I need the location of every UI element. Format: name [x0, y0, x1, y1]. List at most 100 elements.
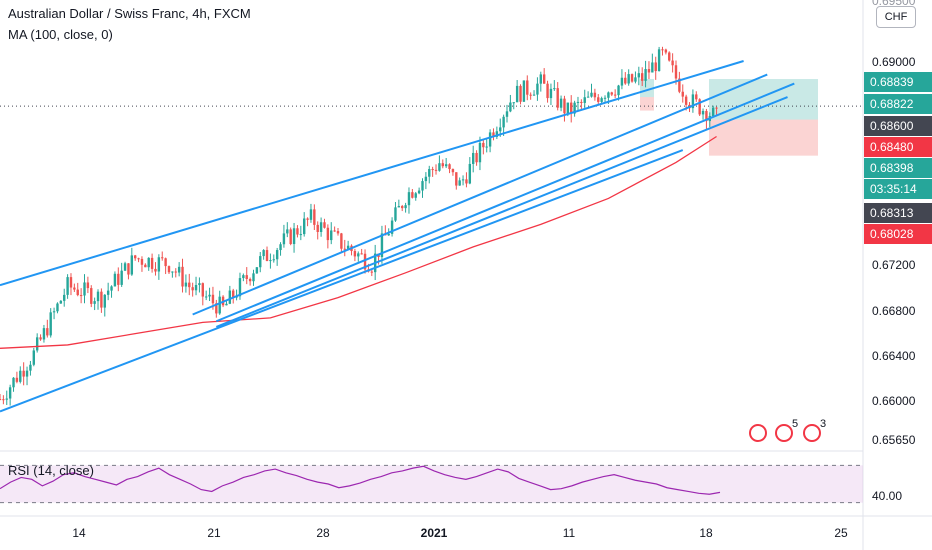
- profit-zone: [709, 79, 818, 120]
- candle-body: [269, 260, 272, 262]
- y-tick-partial: 0.69500: [872, 0, 916, 8]
- rsi-legend[interactable]: RSI (14, close): [8, 463, 94, 478]
- candle-body: [323, 222, 326, 228]
- channel-lines[interactable]: [0, 60, 795, 413]
- candle-body: [8, 387, 12, 399]
- candle-body: [478, 142, 482, 163]
- candle-body: [134, 255, 137, 259]
- x-tick: 28: [316, 526, 330, 540]
- candle-body: [66, 277, 69, 295]
- loss-zone: [709, 119, 818, 156]
- candle-body: [637, 73, 641, 78]
- candle-body: [191, 287, 194, 291]
- candle-body: [468, 163, 472, 184]
- candle-body: [117, 273, 120, 285]
- x-tick: 2021: [420, 526, 448, 540]
- candle-body: [387, 233, 390, 236]
- candle-body: [674, 65, 678, 79]
- candle-body: [570, 102, 573, 114]
- candle-body: [529, 94, 532, 96]
- candle-body: [455, 172, 458, 186]
- candle-body: [580, 101, 583, 103]
- candle-body: [556, 88, 559, 108]
- candle-body: [167, 266, 171, 273]
- candle-body: [228, 290, 232, 304]
- candle-body: [539, 74, 542, 84]
- candle-body: [299, 234, 303, 236]
- candle-body: [79, 295, 83, 297]
- candle-body: [306, 218, 309, 220]
- candle-body: [461, 179, 465, 181]
- candle-body: [586, 96, 590, 98]
- candle-body: [208, 294, 211, 297]
- candle-body: [157, 257, 161, 272]
- rsi-band: [0, 465, 863, 503]
- candle-body: [90, 288, 93, 304]
- candle-body: [641, 73, 644, 81]
- candle-body: [597, 97, 600, 102]
- candle-body: [624, 77, 627, 84]
- candle-body: [282, 233, 286, 245]
- candle-body: [103, 294, 106, 308]
- candle-body: [275, 250, 279, 260]
- candle-body: [695, 94, 698, 100]
- badge-count: 5: [792, 418, 799, 430]
- candle-body: [63, 294, 66, 301]
- candle-body: [357, 253, 360, 257]
- y-tick: 0.66000: [872, 394, 916, 408]
- badge-count: 3: [820, 418, 827, 430]
- candle-body: [248, 279, 252, 282]
- profit-zone: [640, 79, 654, 98]
- position-zones: [0, 79, 863, 156]
- candle-body: [86, 282, 90, 289]
- candle-body: [161, 257, 164, 259]
- x-tick: 21: [207, 526, 221, 540]
- candle-body: [154, 268, 157, 272]
- candle-body: [326, 227, 330, 241]
- candle-body: [177, 266, 181, 273]
- x-tick: 14: [72, 526, 86, 540]
- candle-body: [93, 301, 96, 304]
- candle-body: [262, 250, 265, 257]
- candle-body: [559, 98, 563, 108]
- candle-body: [242, 275, 245, 279]
- candle-body: [194, 285, 198, 291]
- candle-body: [610, 92, 613, 95]
- event-badges[interactable]: [749, 424, 821, 442]
- candle-body: [346, 245, 350, 249]
- candle-body: [492, 132, 495, 137]
- candle-body: [553, 88, 556, 90]
- candle-body: [330, 230, 333, 241]
- candle-body: [519, 85, 522, 102]
- y-tick: 0.66800: [872, 304, 916, 318]
- candle-body: [657, 49, 661, 72]
- trend-line: [215, 96, 788, 328]
- ma-legend[interactable]: MA (100, close, 0): [8, 27, 113, 42]
- candle-body: [549, 88, 553, 99]
- currency-button[interactable]: CHF: [876, 6, 916, 28]
- candle-body: [188, 282, 191, 288]
- candle-body: [593, 92, 597, 98]
- candle-body: [711, 107, 715, 117]
- price-tag: 0.68480: [864, 137, 932, 157]
- candle-body: [600, 98, 603, 102]
- candle-body: [73, 287, 76, 290]
- y-tick: 0.69000: [872, 55, 916, 69]
- candle-body: [536, 83, 539, 95]
- candle-body: [603, 97, 607, 99]
- candle-body: [411, 192, 414, 198]
- candle-body: [110, 286, 113, 291]
- candle-body: [150, 257, 154, 269]
- candle-body: [2, 399, 5, 401]
- candle-body: [607, 92, 610, 98]
- candle-body: [69, 277, 73, 288]
- candle-body: [698, 99, 701, 115]
- candle-body: [644, 69, 647, 81]
- candle-body: [522, 80, 526, 102]
- candle-body: [272, 259, 275, 261]
- candle-body: [397, 206, 401, 208]
- candle-body: [147, 257, 150, 268]
- candle-body: [198, 283, 201, 286]
- candle-body: [245, 275, 248, 280]
